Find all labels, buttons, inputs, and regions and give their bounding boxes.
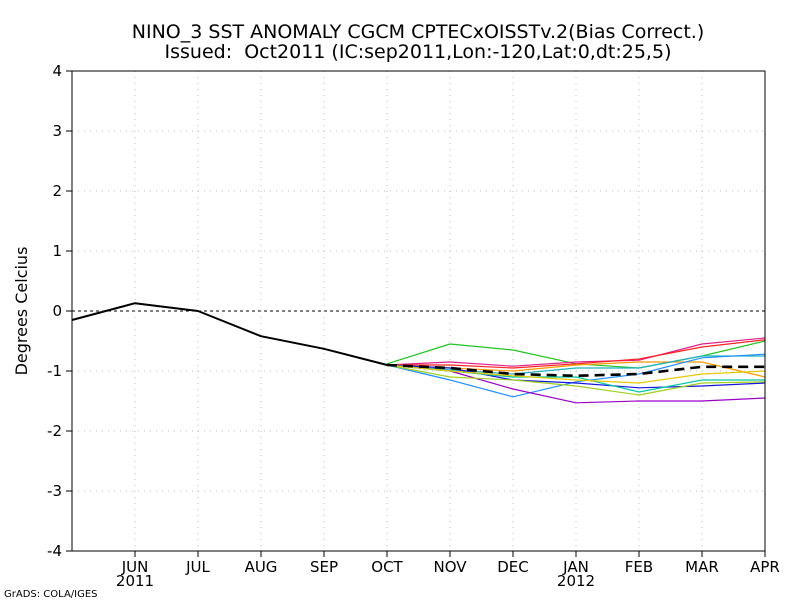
- x-axis-ticks: JUN JUL AUG SEP OCT NOV DEC JAN FEB MAR APR 2011 201…: [116, 551, 780, 590]
- ensemble-member-5-line: [386, 355, 765, 375]
- y-tick-label: -2: [47, 422, 62, 440]
- grid-lines: [72, 71, 765, 551]
- y-axis-ticks: 4 3 2 1 0 -1 -2 -3 -4: [47, 62, 72, 560]
- x-tick-label: DEC: [497, 558, 529, 576]
- x-tick-label: JUN: [121, 558, 149, 576]
- chart-subtitle: Issued: Oct2011 (IC:sep2011,Lon:-120,Lat…: [165, 41, 672, 63]
- y-tick-label: 2: [52, 182, 62, 200]
- x-year-label: 2012: [557, 572, 595, 590]
- chart-title: NINO_3 SST ANOMALY CGCM CPTECxOISSTv.2(B…: [132, 21, 704, 43]
- x-tick-label: JUL: [185, 558, 210, 576]
- x-tick-label: FEB: [625, 558, 653, 576]
- ensemble-member-11-line: [386, 364, 766, 384]
- y-tick-label: -1: [47, 362, 62, 380]
- ensemble-member-3-line: [387, 339, 766, 369]
- observed-line: [71, 302, 388, 366]
- x-tick-label: OCT: [371, 558, 403, 576]
- footer-credit: GrADS: COLA/IGES: [4, 589, 98, 600]
- ensemble-member-9-line: [386, 364, 766, 396]
- y-axis-label: Degrees Celcius: [12, 247, 31, 376]
- y-tick-label: -4: [47, 542, 62, 560]
- y-tick-label: 1: [52, 242, 62, 260]
- x-tick-label: SEP: [310, 558, 338, 576]
- x-tick-label: AUG: [245, 558, 278, 576]
- ensemble-member-7-line: [386, 364, 766, 389]
- x-year-label: 2011: [116, 572, 154, 590]
- series-lines: [71, 302, 766, 404]
- y-tick-label: 4: [52, 62, 62, 80]
- x-tick-label: APR: [750, 558, 780, 576]
- y-tick-label: 0: [52, 302, 62, 320]
- x-tick-label: NOV: [433, 558, 467, 576]
- y-tick-label: 3: [52, 122, 62, 140]
- ensemble-member-2-line: [386, 337, 766, 367]
- x-tick-label: MAR: [685, 558, 719, 576]
- ensemble-member-6-line: [386, 353, 766, 398]
- y-tick-label: -3: [47, 482, 62, 500]
- x-tick-label: JAN: [562, 558, 589, 576]
- plot-frame: [71, 70, 766, 552]
